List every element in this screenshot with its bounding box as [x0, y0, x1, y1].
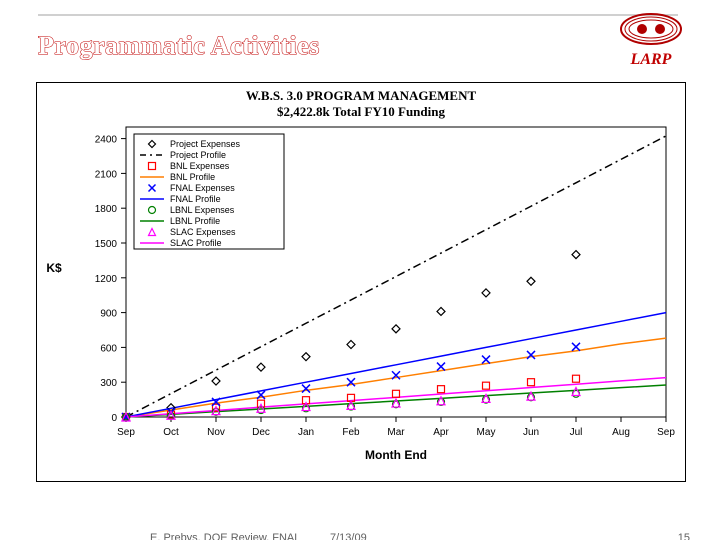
program-management-chart: W.B.S. 3.0 PROGRAM MANAGEMENT$2,422.8k T…	[36, 82, 686, 482]
slide-title: Programmatic Activities	[38, 28, 398, 69]
svg-text:1500: 1500	[95, 239, 118, 250]
svg-text:BNL Profile: BNL Profile	[170, 172, 215, 182]
footer-page-number: 15	[678, 532, 690, 540]
svg-text:K$: K$	[46, 261, 62, 275]
svg-text:W.B.S. 3.0 PROGRAM MANAGEMENT: W.B.S. 3.0 PROGRAM MANAGEMENT	[246, 88, 477, 103]
larp-logo: LARP	[606, 12, 696, 69]
svg-text:Sep: Sep	[117, 427, 135, 438]
svg-text:Project Expenses: Project Expenses	[170, 139, 241, 149]
svg-text:600: 600	[100, 343, 117, 354]
svg-text:900: 900	[100, 309, 117, 320]
larp-label: LARP	[606, 51, 696, 69]
svg-text:LBNL Expenses: LBNL Expenses	[170, 205, 235, 215]
svg-text:Apr: Apr	[433, 427, 449, 438]
svg-text:2400: 2400	[95, 135, 118, 146]
svg-text:Jul: Jul	[570, 427, 583, 438]
svg-text:1800: 1800	[95, 204, 118, 215]
svg-text:2100: 2100	[95, 169, 118, 180]
svg-text:Sep: Sep	[657, 427, 675, 438]
svg-text:Dec: Dec	[252, 427, 270, 438]
svg-text:Feb: Feb	[342, 427, 360, 438]
footer-date: 7/13/09	[330, 532, 367, 540]
top-divider	[38, 14, 678, 16]
svg-text:Jan: Jan	[298, 427, 314, 438]
svg-text:Project Profile: Project Profile	[170, 150, 226, 160]
footer-author: E. Prebys, DOE Review, FNAL	[150, 532, 300, 540]
larp-icon	[616, 12, 686, 46]
svg-text:$2,422.8k Total FY10 Funding: $2,422.8k Total FY10 Funding	[277, 104, 445, 119]
svg-text:BNL Expenses: BNL Expenses	[170, 161, 230, 171]
slide: Programmatic Activities LARP W.B.S. 3.0 …	[0, 0, 720, 540]
svg-text:1200: 1200	[95, 274, 118, 285]
svg-text:May: May	[477, 427, 496, 438]
svg-text:Programmatic Activities: Programmatic Activities	[38, 31, 320, 60]
svg-text:FNAL Profile: FNAL Profile	[170, 194, 221, 204]
svg-text:SLAC Profile: SLAC Profile	[170, 238, 222, 248]
svg-text:Nov: Nov	[207, 427, 225, 438]
svg-text:Jun: Jun	[523, 427, 539, 438]
svg-text:SLAC Expenses: SLAC Expenses	[170, 227, 236, 237]
svg-text:300: 300	[100, 378, 117, 389]
svg-text:FNAL Expenses: FNAL Expenses	[170, 183, 235, 193]
svg-text:LBNL Profile: LBNL Profile	[170, 216, 220, 226]
svg-text:Oct: Oct	[163, 427, 179, 438]
svg-text:Aug: Aug	[612, 427, 630, 438]
svg-text:Month End: Month End	[365, 448, 427, 462]
svg-text:Mar: Mar	[387, 427, 405, 438]
svg-text:0: 0	[111, 413, 117, 424]
